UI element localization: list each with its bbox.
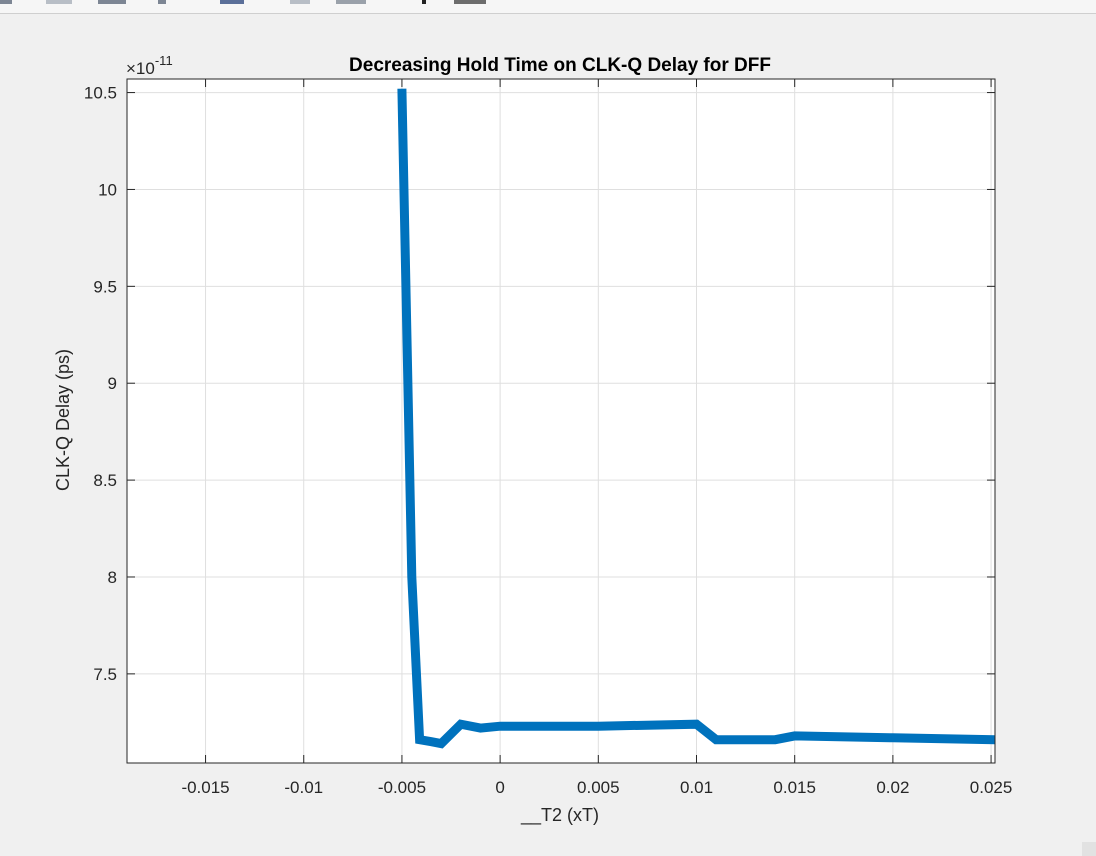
y-tick-label: 10.5 [84, 84, 117, 103]
x-tick-labels: -0.015 -0.01 -0.005 0 0.005 0.01 0.015 0.02 0.02… [181, 778, 1012, 797]
grid-lines [127, 79, 995, 763]
toolbar-button[interactable] [98, 0, 126, 4]
y-axis-label: CLK-Q Delay (ps) [53, 349, 73, 491]
toolbar-button[interactable] [336, 0, 366, 4]
x-tick-label: -0.01 [284, 778, 323, 797]
x-axis-label: __T2 (xT) [520, 805, 599, 826]
toolbar-button[interactable] [220, 0, 244, 4]
x-tick-label: -0.005 [378, 778, 426, 797]
x-tick-label: 0.015 [773, 778, 816, 797]
plot-area [127, 79, 995, 763]
chart-axes: -0.015 -0.01 -0.005 0 0.005 0.01 0.015 0.02 0.02… [84, 78, 1012, 797]
y-exponent-label: ×10-11 [126, 53, 173, 78]
y-tick-label: 9 [108, 374, 117, 393]
x-tick-label: 0 [495, 778, 504, 797]
x-tick-label: 0.005 [577, 778, 620, 797]
toolbar-button[interactable] [422, 0, 426, 4]
resize-handle[interactable] [1082, 842, 1096, 856]
y-tick-label: 8 [108, 568, 117, 587]
x-tick-label: 0.01 [680, 778, 713, 797]
toolbar-button[interactable] [46, 0, 72, 4]
y-tick-label: 9.5 [93, 277, 117, 296]
y-tick-label: 8.5 [93, 471, 117, 490]
x-tick-label: 0.025 [970, 778, 1013, 797]
toolbar-button[interactable] [0, 0, 12, 4]
figure-toolbar [0, 0, 1096, 14]
plot-border [126, 78, 996, 764]
y-tick-label: 10 [98, 180, 117, 199]
toolbar-button[interactable] [290, 0, 310, 4]
x-tick-label: 0.02 [876, 778, 909, 797]
toolbar-button[interactable] [158, 0, 166, 4]
toolbar-button[interactable] [454, 0, 486, 4]
svg-text:×10-11: ×10-11 [126, 53, 173, 78]
y-tick-label: 7.5 [93, 665, 117, 684]
x-tick-label: -0.015 [181, 778, 229, 797]
chart-title: Decreasing Hold Time on CLK-Q Delay for … [349, 55, 771, 76]
y-exponent-power: -11 [155, 53, 173, 68]
y-tick-labels: 7.5 8 8.5 9 9.5 10 10.5 [84, 84, 117, 684]
y-exponent-base: ×10 [126, 59, 155, 78]
tick-marks [127, 79, 995, 763]
